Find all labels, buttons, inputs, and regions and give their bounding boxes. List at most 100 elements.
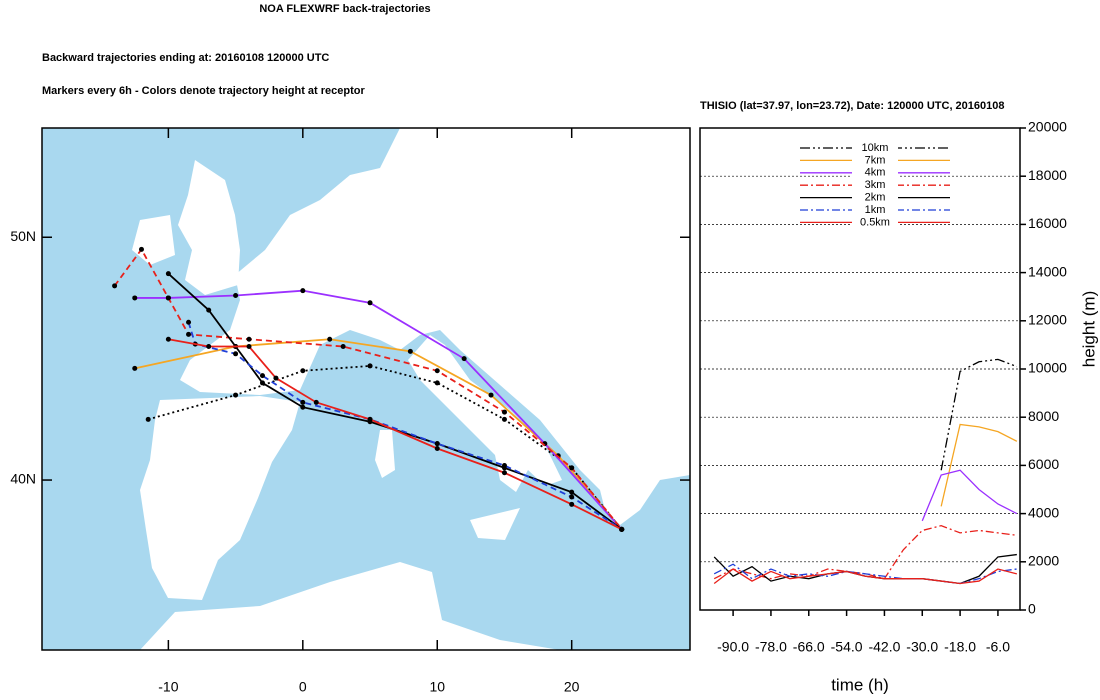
trajectory bbox=[187, 321, 623, 531]
y-tick-label: 20000 bbox=[1028, 119, 1067, 135]
trajectory-marker bbox=[313, 399, 319, 405]
trajectory-marker bbox=[300, 288, 306, 294]
trajectory bbox=[113, 247, 623, 530]
y-tick-label: 4000 bbox=[1028, 504, 1059, 520]
map-frame bbox=[41, 127, 691, 651]
trajectory-marker bbox=[461, 356, 467, 362]
trajectory-marker bbox=[367, 416, 373, 422]
y-tick-label: 12000 bbox=[1028, 312, 1067, 328]
trajectory-marker bbox=[501, 416, 507, 422]
trajectory-marker bbox=[434, 380, 440, 386]
trajectory-marker bbox=[259, 380, 265, 386]
trajectory-marker bbox=[300, 404, 306, 410]
height-line bbox=[921, 469, 1018, 522]
x-tick-label: -78.0 bbox=[755, 639, 787, 655]
x-tick-label: -42.0 bbox=[868, 639, 900, 655]
y-tick-label: 10000 bbox=[1028, 360, 1067, 376]
legend-label: 0.5km bbox=[860, 216, 890, 228]
legend-label: 4km bbox=[865, 167, 886, 179]
trajectory-marker bbox=[407, 348, 413, 354]
trajectory-marker bbox=[138, 246, 144, 252]
y-tick-label: 0 bbox=[1028, 601, 1036, 617]
trajectory-marker bbox=[434, 445, 440, 451]
x-tick-label: -90.0 bbox=[717, 639, 749, 655]
y-tick-label: 2000 bbox=[1028, 553, 1059, 569]
trajectory-marker bbox=[569, 465, 575, 471]
trajectory-marker bbox=[132, 295, 138, 301]
trajectory-marker bbox=[186, 319, 192, 325]
legend-backdrop bbox=[852, 191, 898, 204]
height-line bbox=[713, 563, 1017, 585]
trajectory-marker bbox=[434, 441, 440, 447]
legend-backdrop bbox=[852, 142, 898, 154]
trajectory-marker bbox=[246, 344, 252, 350]
trajectory bbox=[134, 289, 623, 530]
y-tick-label: 6000 bbox=[1028, 456, 1059, 472]
trajectory-marker bbox=[246, 336, 252, 342]
legend-backdrop bbox=[852, 154, 898, 167]
trajectory-marker bbox=[501, 409, 507, 415]
legend-label: 10km bbox=[862, 142, 889, 154]
x-tick-label: -66.0 bbox=[793, 639, 825, 655]
legend-label: 7km bbox=[865, 154, 886, 166]
trajectory-marker bbox=[186, 331, 192, 337]
x-tick-label: 20 bbox=[564, 679, 580, 695]
y-tick-label: 18000 bbox=[1028, 167, 1067, 183]
x-tick-label: 0 bbox=[299, 679, 307, 695]
map-panel: -10 0 10 20 40N 50N bbox=[10, 127, 691, 695]
trajectory-marker bbox=[434, 368, 440, 374]
legend-backdrop bbox=[852, 204, 898, 216]
x-tick-label: 10 bbox=[429, 679, 445, 695]
x-tick-label: -6.0 bbox=[986, 639, 1010, 655]
trajectory-marker bbox=[367, 363, 373, 369]
caption: Markers every 6h - Colors denote traject… bbox=[42, 85, 365, 97]
trajectory-marker bbox=[233, 293, 239, 299]
legend-label: 3km bbox=[865, 179, 886, 191]
x-tick-label: -10 bbox=[158, 679, 178, 695]
height-line bbox=[940, 358, 1018, 471]
trajectory-marker bbox=[569, 501, 575, 507]
trajectory-marker bbox=[132, 365, 138, 371]
x-tick-label: -54.0 bbox=[831, 639, 863, 655]
y-tick-label: 14000 bbox=[1028, 263, 1067, 279]
x-tick-label: -30.0 bbox=[906, 639, 938, 655]
y-tick-label: 50N bbox=[10, 228, 36, 244]
legend-backdrop bbox=[852, 216, 898, 229]
trajectory-marker bbox=[259, 373, 265, 379]
trajectory-marker bbox=[300, 368, 306, 374]
trajectory-marker bbox=[300, 399, 306, 405]
trajectory-marker bbox=[165, 336, 171, 342]
trajectory-marker bbox=[619, 526, 625, 532]
trajectory-marker bbox=[340, 344, 346, 350]
y-axis-label: height (m) bbox=[1079, 291, 1098, 368]
height-panel: 0 2000 4000 6000 8000 10000 12000 14000 16000 180… bbox=[699, 119, 1098, 694]
trajectory-marker bbox=[206, 344, 212, 350]
y-tick-label: 8000 bbox=[1028, 408, 1059, 424]
legend-backdrop bbox=[852, 166, 898, 179]
trajectory-marker bbox=[501, 462, 507, 468]
trajectory-marker bbox=[273, 375, 279, 381]
trajectory-marker bbox=[367, 300, 373, 306]
trajectory-marker bbox=[569, 494, 575, 500]
y-tick-label: 40N bbox=[10, 471, 36, 487]
trajectory-marker bbox=[165, 271, 171, 277]
legend-label: 2km bbox=[865, 192, 886, 204]
trajectory-marker bbox=[501, 470, 507, 476]
y-tick-label: 16000 bbox=[1028, 215, 1067, 231]
trajectory-marker bbox=[488, 392, 494, 398]
height-line bbox=[940, 423, 1018, 507]
height-line bbox=[713, 568, 1018, 585]
figure-title: NOA FLEXWRF back-trajectories bbox=[259, 3, 430, 15]
trajectory-marker bbox=[233, 351, 239, 357]
panel-title: THISIO (lat=37.97, lon=23.72), Date: 120… bbox=[700, 100, 1005, 112]
trajectory-marker bbox=[112, 283, 118, 289]
trajectory-marker bbox=[233, 392, 239, 398]
trajectory-marker bbox=[145, 416, 151, 422]
land bbox=[42, 128, 690, 650]
x-axis-label: time (h) bbox=[831, 675, 889, 694]
trajectory-marker bbox=[327, 336, 333, 342]
legend-backdrop bbox=[852, 179, 898, 192]
x-tick-label: -18.0 bbox=[944, 639, 976, 655]
legend-label: 1km bbox=[865, 204, 886, 216]
